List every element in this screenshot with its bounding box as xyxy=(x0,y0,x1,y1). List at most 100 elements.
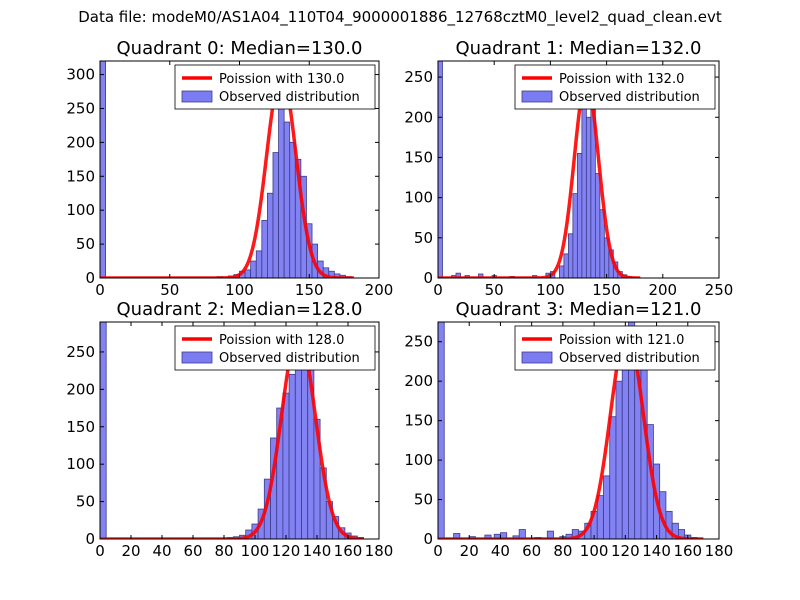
x-tick-label: 120 xyxy=(272,542,301,560)
x-tick-label: 20 xyxy=(121,542,140,560)
histogram-bar xyxy=(282,392,290,539)
x-tick-label: 200 xyxy=(365,281,394,299)
histogram-bar xyxy=(289,141,296,278)
histogram-bar xyxy=(266,192,274,278)
histogram-bar xyxy=(585,116,592,278)
y-tick-label: 200 xyxy=(404,372,433,390)
axes-frame xyxy=(437,60,720,279)
x-tick-label: 0 xyxy=(433,542,443,560)
x-tick-label: 250 xyxy=(705,281,734,299)
histogram-bar xyxy=(453,533,461,539)
histogram-bar xyxy=(609,416,617,539)
legend-bar-swatch xyxy=(181,351,213,364)
x-tick-label: 100 xyxy=(225,281,254,299)
histogram-bar xyxy=(255,250,263,278)
plot-area xyxy=(438,322,704,539)
x-tick-label: 150 xyxy=(295,281,324,299)
histogram-bar xyxy=(581,84,587,278)
legend-curve-label: Poission with 128.0 xyxy=(219,333,344,348)
histogram-bar xyxy=(438,322,445,539)
x-tick-label: 40 xyxy=(491,542,510,560)
y-tick-label: 300 xyxy=(66,66,95,84)
histogram-bar xyxy=(261,219,268,278)
y-tick-label: 200 xyxy=(66,133,95,151)
y-tick-label: 100 xyxy=(404,451,433,469)
y-tick-label: 0 xyxy=(423,530,433,548)
x-tick-label: 50 xyxy=(485,281,504,299)
histogram-bar xyxy=(603,475,611,539)
y-tick-label: 250 xyxy=(66,343,95,361)
quadrant-3-panel: 0 20 40 60 80 100 120 140 160 180050100150200250Q… xyxy=(404,299,733,560)
poisson-curve xyxy=(438,79,641,278)
x-tick-label: 40 xyxy=(152,542,171,560)
histogram-bar xyxy=(301,359,309,539)
legend-curve-label: Poission with 132.0 xyxy=(559,72,684,87)
histogram-bar xyxy=(572,193,578,278)
quadrant-1-panel: 0 50 100 150 200 250 0 50 100 150 200 250 Quadrant 1… xyxy=(404,38,733,299)
x-tick-label: 140 xyxy=(303,542,332,560)
x-tick-label: 80 xyxy=(553,542,572,560)
axes-frame xyxy=(99,321,380,540)
poisson-curve xyxy=(438,330,704,539)
y-tick-label: 150 xyxy=(66,418,95,436)
x-tick-label: 100 xyxy=(536,281,565,299)
y-tick-label: 100 xyxy=(66,455,95,473)
x-tick-label: 50 xyxy=(160,281,179,299)
x-tick-label: 100 xyxy=(241,542,270,560)
legend-bar-label: Observed distribution xyxy=(219,90,360,105)
histogram-bar xyxy=(283,121,291,278)
y-tick-label: 150 xyxy=(66,167,95,185)
histogram-bar xyxy=(294,351,302,539)
plot-area xyxy=(100,61,354,278)
y-tick-label: 150 xyxy=(404,412,433,430)
y-tick-label: 100 xyxy=(404,189,433,207)
histogram-bar xyxy=(484,534,492,539)
plot-area xyxy=(100,322,364,539)
histogram-bar xyxy=(438,61,443,278)
histogram-bar xyxy=(615,380,623,539)
y-tick-label: 200 xyxy=(66,380,95,398)
y-tick-label: 50 xyxy=(76,235,95,253)
histogram-bar xyxy=(558,265,565,278)
histogram-bar xyxy=(244,269,252,278)
y-tick-label: 100 xyxy=(66,201,95,219)
y-tick-label: 50 xyxy=(414,229,433,247)
panel-title: Quadrant 3: Median=121.0 xyxy=(456,299,702,320)
histogram-bar xyxy=(567,233,574,278)
panel-title: Quadrant 0: Median=130.0 xyxy=(117,38,363,59)
x-tick-label: 200 xyxy=(648,281,677,299)
y-tick-label: 50 xyxy=(76,493,95,511)
y-tick-label: 50 xyxy=(414,491,433,509)
panel-title: Quadrant 1: Median=132.0 xyxy=(456,38,702,59)
quadrant-2-panel: 0 20 40 60 80 100 120 140 160 180050100150200250Q… xyxy=(66,299,393,560)
histogram-bar xyxy=(563,253,569,278)
panel-title: Quadrant 2: Median=128.0 xyxy=(117,299,363,320)
x-tick-label: 120 xyxy=(611,542,640,560)
histogram-bar xyxy=(100,61,106,278)
legend-bar-label: Observed distribution xyxy=(559,90,700,105)
axes-frame xyxy=(437,321,720,540)
histogram-bar xyxy=(100,322,107,539)
histogram-bar xyxy=(250,260,257,278)
x-tick-label: 180 xyxy=(365,542,394,560)
histogram-bar xyxy=(288,373,296,539)
quadrant-0-panel: 0 50 100 150 200 0 50 100 150 200 250 300 Quadrant 0… xyxy=(66,38,393,299)
y-tick-label: 250 xyxy=(404,333,433,351)
legend-curve-label: Poission with 121.0 xyxy=(559,333,684,348)
legend-curve-label: Poission with 130.0 xyxy=(219,72,344,87)
x-tick-label: 180 xyxy=(705,542,734,560)
legend-bar-swatch xyxy=(521,351,553,364)
histogram-bar xyxy=(594,173,601,278)
legend-bar-label: Observed distribution xyxy=(219,351,360,366)
x-tick-label: 150 xyxy=(592,281,621,299)
x-tick-label: 160 xyxy=(673,542,702,560)
x-tick-label: 0 xyxy=(95,281,105,299)
x-tick-label: 20 xyxy=(460,542,479,560)
y-tick-label: 200 xyxy=(404,108,433,126)
x-tick-label: 140 xyxy=(642,542,671,560)
legend-bar-swatch xyxy=(521,90,553,103)
x-tick-label: 100 xyxy=(580,542,609,560)
histogram-bar xyxy=(621,349,629,539)
figure-title: Data file: modeM0/AS1A04_110T04_90000018… xyxy=(78,8,722,26)
y-tick-label: 150 xyxy=(404,148,433,166)
